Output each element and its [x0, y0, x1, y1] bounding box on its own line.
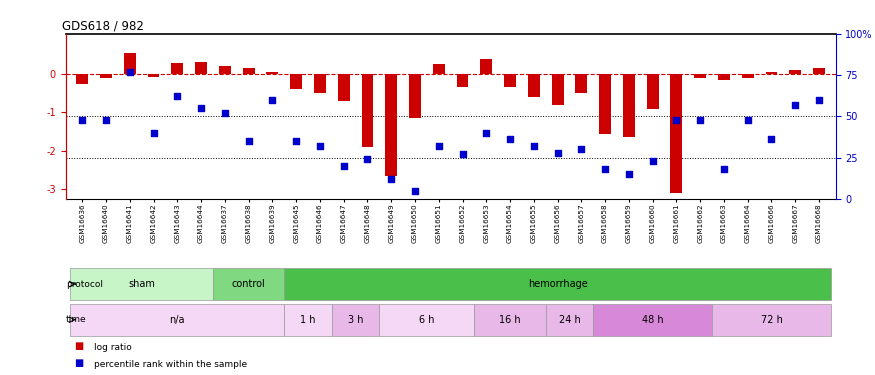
Text: 24 h: 24 h — [558, 315, 580, 325]
Text: hemorrhage: hemorrhage — [528, 279, 587, 289]
Bar — [409, 74, 421, 118]
Point — [480, 130, 494, 136]
Point — [171, 93, 185, 99]
Point — [598, 166, 612, 172]
Point — [574, 146, 588, 152]
Bar — [361, 74, 374, 147]
Point — [289, 138, 303, 144]
Bar — [124, 53, 136, 74]
Bar — [593, 304, 712, 336]
Bar — [332, 304, 380, 336]
Text: GDS618 / 982: GDS618 / 982 — [62, 20, 144, 33]
Bar — [284, 268, 831, 300]
Point — [812, 97, 826, 103]
Bar — [267, 72, 278, 74]
Text: protocol: protocol — [66, 280, 103, 289]
Point — [337, 163, 351, 169]
Bar — [742, 74, 753, 78]
Bar — [813, 68, 825, 74]
Bar — [314, 74, 326, 93]
Bar — [172, 63, 183, 74]
Bar — [647, 74, 659, 109]
Point — [265, 97, 279, 103]
Bar — [290, 74, 302, 89]
Bar — [433, 64, 444, 74]
Point — [717, 166, 731, 172]
Point — [313, 143, 327, 149]
Bar — [766, 72, 777, 74]
Bar — [338, 74, 350, 101]
Bar — [623, 74, 634, 137]
Text: control: control — [232, 279, 265, 289]
Bar — [670, 74, 682, 193]
Point — [669, 117, 683, 123]
Bar — [213, 268, 284, 300]
Point — [99, 117, 113, 123]
Point — [408, 188, 422, 194]
Point — [693, 117, 707, 123]
Text: ■: ■ — [74, 341, 84, 351]
Bar — [546, 304, 593, 336]
Bar — [789, 70, 802, 74]
Text: 1 h: 1 h — [300, 315, 316, 325]
Bar — [528, 74, 540, 97]
Bar — [70, 304, 284, 336]
Point — [622, 171, 636, 177]
Point — [456, 151, 470, 157]
Bar — [718, 74, 730, 80]
Bar — [457, 74, 468, 87]
Point — [527, 143, 541, 149]
Text: 16 h: 16 h — [500, 315, 521, 325]
Text: 6 h: 6 h — [419, 315, 435, 325]
Bar — [694, 74, 706, 78]
Bar — [195, 62, 207, 74]
Bar — [70, 268, 213, 300]
Bar — [284, 304, 332, 336]
Point — [218, 110, 232, 116]
Bar — [712, 304, 831, 336]
Text: n/a: n/a — [170, 315, 186, 325]
Bar — [100, 74, 112, 78]
Point — [123, 69, 136, 75]
Bar — [148, 74, 159, 77]
Point — [75, 117, 89, 123]
Point — [765, 136, 779, 142]
Point — [242, 138, 256, 144]
Point — [741, 117, 755, 123]
Text: 48 h: 48 h — [642, 315, 663, 325]
Text: time: time — [66, 315, 87, 324]
Text: 3 h: 3 h — [348, 315, 363, 325]
Bar — [504, 74, 516, 87]
Point — [194, 105, 208, 111]
Bar — [385, 74, 397, 176]
Bar — [576, 74, 587, 93]
Bar — [242, 68, 255, 74]
Point — [503, 136, 517, 142]
Text: 72 h: 72 h — [760, 315, 782, 325]
Bar — [474, 304, 546, 336]
Bar — [76, 74, 88, 84]
Bar — [380, 304, 474, 336]
Text: sham: sham — [129, 279, 155, 289]
Point — [360, 156, 374, 162]
Point — [384, 176, 398, 182]
Text: ■: ■ — [74, 358, 84, 368]
Bar — [480, 59, 493, 74]
Point — [646, 158, 660, 164]
Point — [550, 150, 564, 156]
Text: log ratio: log ratio — [94, 343, 131, 352]
Point — [146, 130, 160, 136]
Bar — [551, 74, 564, 105]
Point — [788, 102, 802, 108]
Text: percentile rank within the sample: percentile rank within the sample — [94, 360, 247, 369]
Point — [431, 143, 445, 149]
Bar — [599, 74, 611, 134]
Bar — [219, 66, 231, 74]
